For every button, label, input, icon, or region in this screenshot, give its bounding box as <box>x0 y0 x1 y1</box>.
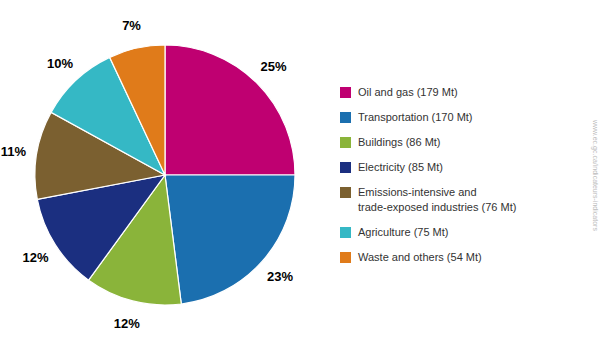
html-text:Waste and others (54 Mt): Waste and others (54 Mt) <box>358 251 482 263</box>
html-text:Oil and gas (179 Mt): Oil and gas (179 Mt) <box>358 86 458 98</box>
svg-text:12%: 12% <box>22 250 48 265</box>
html-text:Emissions-intensive and trade-: Emissions-intensive and trade-exposed in… <box>358 186 517 213</box>
svg-text:12%: 12% <box>114 316 140 331</box>
html-text:Transportation (170 Mt): Transportation (170 Mt) <box>358 111 473 123</box>
html-text:Electricity (85 Mt): Electricity (85 Mt) <box>358 161 443 173</box>
svg-text:11%: 11% <box>8 144 27 159</box>
svg-text:7%: 7% <box>122 18 141 33</box>
svg-text:25%: 25% <box>260 59 286 74</box>
html-text:www.ec.gc.ca/indicateurs-indic: www.ec.gc.ca/indicateurs-indicators <box>592 119 599 231</box>
html-text:Buildings (86 Mt): Buildings (86 Mt) <box>358 136 441 148</box>
html-text:Agriculture (75 Mt): Agriculture (75 Mt) <box>358 226 449 238</box>
svg-text:23%: 23% <box>267 269 293 284</box>
svg-text:10%: 10% <box>47 56 73 71</box>
